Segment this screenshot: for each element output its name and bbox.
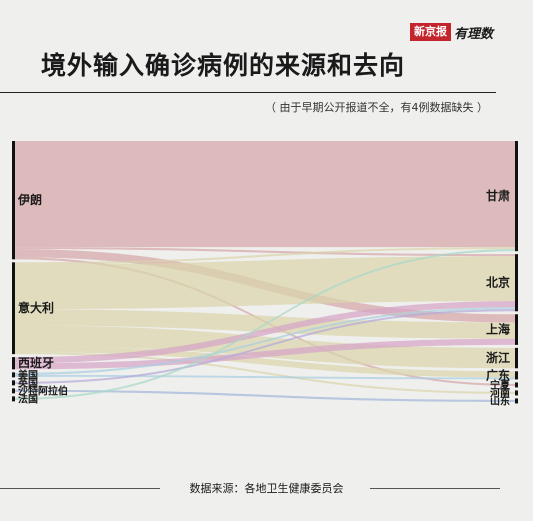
flow-伊朗-北京 (15, 247, 515, 257)
data-note: （ 由于早期公开报道不全，有4例数据缺失 ） (265, 101, 488, 114)
source-label: 美国 (18, 368, 38, 381)
title-divider (0, 92, 496, 93)
target-bar-宁夏 (515, 382, 518, 388)
footer-line-right (370, 488, 500, 489)
source-bar-西班牙 (12, 357, 15, 370)
brand-logo: 新京报 有理数 (409, 22, 493, 42)
data-source: 数据来源：各地卫生健康委员会 (181, 482, 352, 495)
flow-意大利-甘肃 (15, 247, 515, 265)
flow-西班牙-北京 (15, 301, 515, 364)
target-label: 宁夏 (490, 378, 511, 391)
source-bar-法国 (12, 396, 15, 402)
node-bars (12, 141, 518, 404)
source-bar-英国 (12, 380, 15, 386)
target-bar-河南 (515, 390, 518, 396)
source-label: 意大利 (18, 300, 54, 315)
flow-法国-甘肃 (15, 249, 515, 400)
target-bar-甘肃 (515, 141, 518, 252)
source-label: 法国 (18, 392, 38, 405)
source-bar-美国 (12, 372, 15, 378)
source-bar-伊朗 (12, 141, 15, 260)
flow-英国-北京 (15, 309, 515, 384)
source-bar-意大利 (12, 262, 15, 355)
target-label: 甘肃 (486, 188, 510, 203)
flow-意大利-北京 (15, 256, 515, 310)
target-label: 广东 (486, 367, 510, 382)
source-label: 西班牙 (18, 355, 54, 370)
target-bar-北京 (515, 254, 518, 312)
footer: 数据来源：各地卫生健康委员会 (0, 480, 533, 496)
target-label: 北京 (486, 275, 510, 290)
brand-script: 有理数 (453, 26, 493, 42)
source-label: 沙特阿拉伯 (18, 384, 68, 397)
flow-伊朗-甘肃 (15, 141, 515, 248)
flow-西班牙-上海 (15, 338, 515, 370)
target-label: 山东 (490, 394, 510, 407)
flow-沙特阿拉伯-山东 (15, 389, 515, 402)
footer-line-left (0, 488, 160, 489)
target-bar-广东 (515, 371, 518, 380)
target-label: 浙江 (486, 350, 510, 365)
brand-box: 新京报 (409, 23, 451, 41)
flow-group (15, 141, 515, 402)
source-label: 伊朗 (17, 192, 42, 207)
target-bar-浙江 (515, 347, 518, 369)
target-label: 上海 (486, 322, 510, 337)
source-bar-沙特阿拉伯 (12, 388, 15, 394)
target-label: 河南 (490, 386, 510, 399)
flow-美国-北京 (15, 307, 515, 375)
source-label: 英国 (17, 376, 38, 389)
chart-title: 境外输入确诊病例的来源和去向 (41, 51, 406, 80)
target-bar-上海 (515, 314, 518, 345)
target-bar-山东 (515, 398, 518, 404)
flow-意大利-河南 (15, 352, 515, 394)
